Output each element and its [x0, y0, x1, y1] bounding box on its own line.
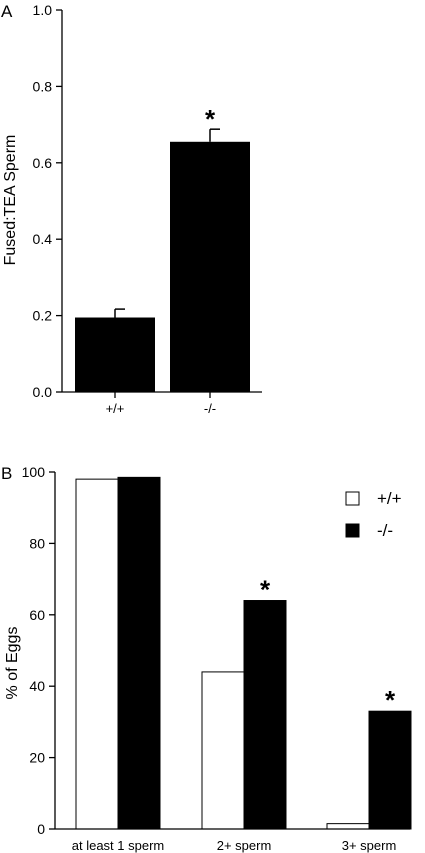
panel-a-bar: [75, 317, 155, 392]
panel-b-chart: B % of Eggs 0 20 40 60 80 100 at least 1 sper…: [1, 464, 412, 853]
panel-b-significance-marker: *: [260, 575, 271, 605]
panel-a-category-label: -/-: [204, 401, 216, 416]
panel-b-bar: [368, 710, 412, 830]
panel-a-y-tick-label: 0.0: [33, 384, 53, 400]
panel-a-significance-marker: *: [205, 104, 216, 134]
panel-b-y-tick-label: 60: [29, 607, 45, 623]
panel-b-category-label: at least 1 sperm: [72, 838, 165, 853]
panel-b-category-label: 2+ sperm: [217, 838, 272, 853]
panel-b-y-tick-label: 100: [22, 464, 46, 480]
panel-b-y-tick-label: 0: [37, 821, 45, 837]
panel-a-bar: [170, 141, 250, 392]
panel-a-y-tick-label: 0.6: [33, 155, 53, 171]
panel-a-y-tick-label: 0.2: [33, 308, 53, 324]
panel-b-category-label: 3+ sperm: [342, 838, 397, 853]
panel-b-bar: [117, 476, 161, 830]
panel-b-bar: [243, 600, 287, 830]
panel-b-y-tick-label: 40: [29, 678, 45, 694]
panel-a-y-tick-label: 1.0: [33, 2, 53, 18]
legend-swatch: [345, 491, 360, 506]
panel-b-y-axis-label: % of Eggs: [4, 627, 21, 700]
panel-b-bar: [75, 478, 119, 830]
legend-label: -/-: [377, 521, 393, 540]
panel-a-chart: A Fused:TEA Sperm 0.0 0.2 0.4 0.6 0.8 1.0 +/+…: [1, 2, 262, 416]
panel-b-y-tick-label: 20: [29, 750, 45, 766]
panel-a-y-tick-label: 0.4: [33, 231, 53, 247]
panel-a-y-axis-label: Fused:TEA Sperm: [2, 135, 19, 266]
legend-swatch: [345, 523, 360, 538]
panel-a-category-label: +/+: [106, 401, 125, 416]
legend-label: +/+: [377, 489, 402, 508]
panel-a-y-tick-label: 0.8: [33, 78, 53, 94]
panel-b-bar: [201, 671, 245, 830]
panel-b-letter: B: [1, 464, 12, 483]
panel-b-significance-marker: *: [385, 685, 396, 715]
panel-b-y-tick-label: 80: [29, 535, 45, 551]
panel-a-letter: A: [1, 2, 13, 21]
panel-b-bar: [326, 823, 370, 830]
